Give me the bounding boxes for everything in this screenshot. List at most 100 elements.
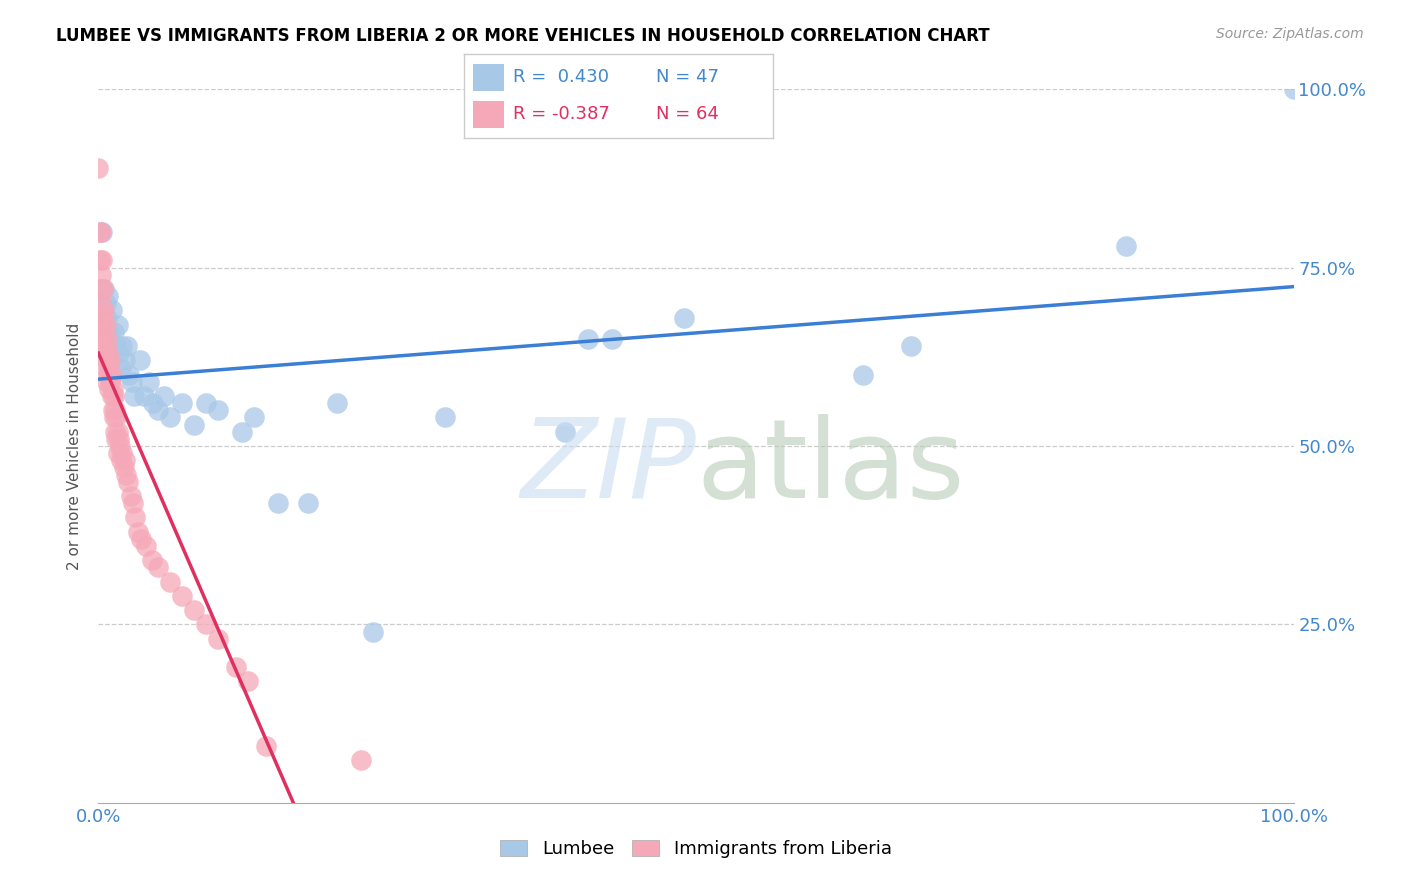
Point	[111, 339, 134, 353]
Point	[103, 410, 125, 425]
Point	[111, 446, 134, 460]
Point	[91, 282, 114, 296]
Point	[207, 632, 229, 646]
Point	[100, 389, 122, 403]
Point	[554, 425, 576, 439]
Point	[673, 310, 696, 325]
Text: Source: ZipAtlas.com: Source: ZipAtlas.com	[1216, 27, 1364, 41]
Point	[90, 296, 112, 310]
Point	[115, 339, 138, 353]
Point	[91, 310, 114, 325]
FancyBboxPatch shape	[474, 101, 505, 128]
Point	[363, 624, 385, 639]
Point	[98, 360, 121, 375]
Point	[104, 425, 127, 439]
Point	[1115, 239, 1137, 253]
Point	[434, 410, 457, 425]
Point	[93, 325, 115, 339]
Text: R =  0.430: R = 0.430	[513, 68, 609, 86]
Point	[118, 368, 141, 382]
Point	[89, 282, 111, 296]
Point	[107, 425, 129, 439]
Text: LUMBEE VS IMMIGRANTS FROM LIBERIA 2 OR MORE VEHICLES IN HOUSEHOLD CORRELATION CH: LUMBEE VS IMMIGRANTS FROM LIBERIA 2 OR M…	[56, 27, 990, 45]
Point	[148, 560, 170, 574]
Point	[121, 375, 143, 389]
Point	[267, 496, 290, 510]
Point	[297, 496, 319, 510]
Point	[94, 296, 117, 310]
Point	[97, 346, 120, 360]
Point	[104, 403, 127, 417]
Point	[94, 318, 117, 332]
Point	[98, 353, 122, 368]
Point	[114, 353, 136, 368]
Point	[107, 432, 129, 446]
Point	[195, 617, 218, 632]
Point	[115, 467, 138, 482]
Point	[122, 496, 145, 510]
Point	[101, 382, 124, 396]
Point	[107, 318, 129, 332]
Point	[207, 403, 229, 417]
Text: N = 47: N = 47	[655, 68, 718, 86]
Point	[172, 589, 194, 603]
Point	[93, 303, 115, 318]
Point	[90, 225, 112, 239]
Point	[91, 310, 114, 325]
Point	[120, 489, 142, 503]
Point	[110, 360, 132, 375]
Point	[225, 660, 247, 674]
Point	[94, 360, 117, 375]
Point	[91, 318, 114, 332]
Text: R = -0.387: R = -0.387	[513, 105, 610, 123]
Point	[172, 396, 194, 410]
Point	[91, 225, 114, 239]
Point	[148, 403, 170, 417]
Point	[107, 446, 129, 460]
Point	[89, 225, 111, 239]
Point	[138, 375, 160, 389]
Point	[236, 674, 259, 689]
Point	[98, 382, 121, 396]
Point	[103, 389, 125, 403]
Point	[97, 289, 120, 303]
Point	[97, 368, 120, 382]
Point	[100, 303, 122, 318]
Point	[89, 253, 111, 268]
Point	[350, 753, 373, 767]
Point	[96, 353, 118, 368]
Point	[127, 524, 149, 539]
Point	[132, 389, 155, 403]
Point	[195, 396, 218, 410]
Point	[243, 410, 266, 425]
Point	[117, 475, 139, 489]
Text: ZIP: ZIP	[520, 414, 696, 521]
Point	[129, 353, 152, 368]
Point	[94, 339, 117, 353]
Point	[135, 539, 157, 553]
Point	[1282, 82, 1305, 96]
Point	[183, 603, 205, 617]
Point	[93, 282, 115, 296]
Point	[91, 253, 114, 268]
Point	[254, 739, 277, 753]
Point	[105, 410, 128, 425]
Point	[326, 396, 349, 410]
Point	[98, 332, 122, 346]
Point	[900, 339, 922, 353]
Point	[110, 453, 132, 467]
Point	[96, 310, 118, 325]
FancyBboxPatch shape	[474, 63, 505, 91]
Point	[141, 553, 163, 567]
Point	[87, 161, 110, 175]
Point	[100, 368, 122, 382]
Point	[98, 325, 121, 339]
Point	[105, 432, 128, 446]
Point	[91, 282, 114, 296]
Point	[91, 332, 114, 346]
Point	[96, 332, 118, 346]
Point	[90, 268, 112, 282]
Point	[98, 375, 122, 389]
Point	[231, 425, 253, 439]
Point	[96, 375, 118, 389]
